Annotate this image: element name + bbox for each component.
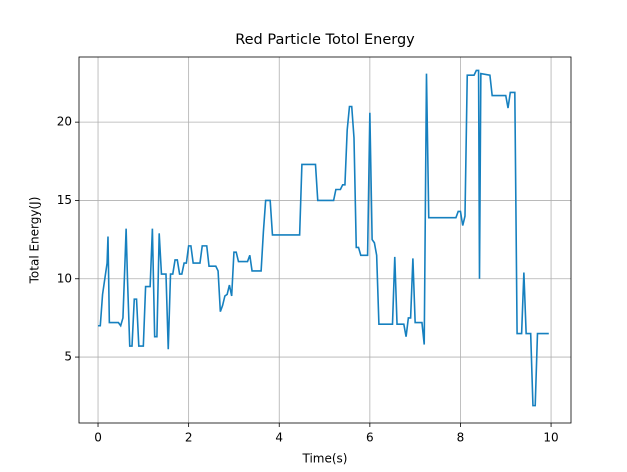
x-tick-label: 4 <box>275 431 283 445</box>
x-tick-label: 2 <box>185 431 193 445</box>
plot-frame <box>78 56 572 424</box>
x-axis-label: Time(s) <box>302 452 348 466</box>
y-tick-label: 10 <box>57 271 72 285</box>
chart-title: Red Particle Totol Energy <box>235 32 415 48</box>
x-tick-label: 0 <box>94 431 102 445</box>
data-line <box>98 69 549 407</box>
y-tick-label: 15 <box>57 193 72 207</box>
y-tick-label: 5 <box>64 350 72 364</box>
x-tick-label: 10 <box>543 431 558 445</box>
x-tick-label: 6 <box>366 431 374 445</box>
x-tick-label: 8 <box>457 431 465 445</box>
y-tick-label: 20 <box>57 115 72 129</box>
y-axis-label: Total Energy(J) <box>28 197 42 285</box>
